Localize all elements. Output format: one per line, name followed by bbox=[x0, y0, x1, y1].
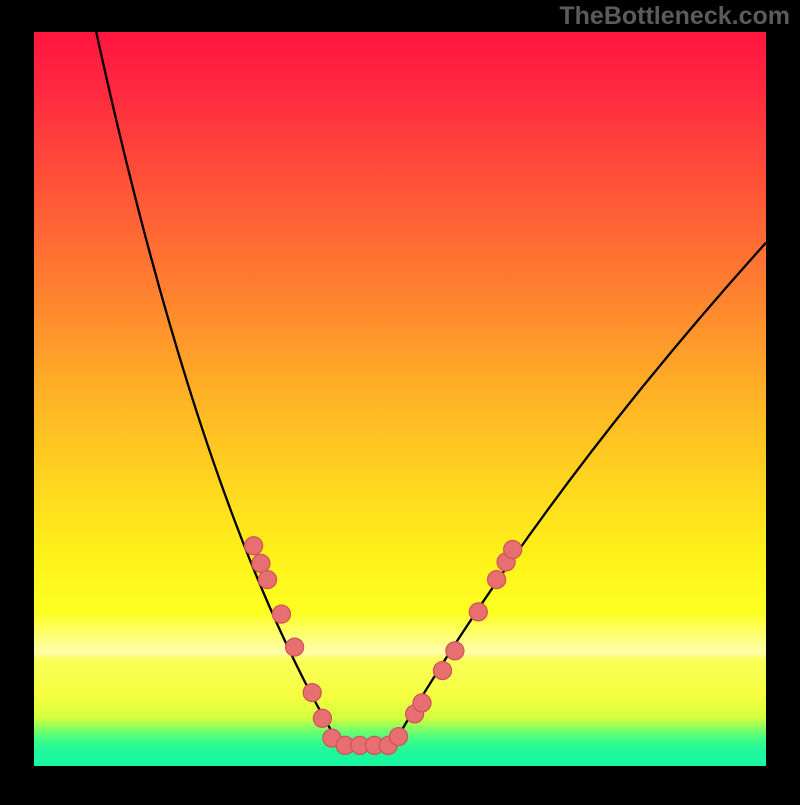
chart-frame: TheBottleneck.com bbox=[0, 0, 800, 800]
data-marker bbox=[469, 603, 487, 621]
data-marker bbox=[446, 642, 464, 660]
data-marker bbox=[286, 638, 304, 656]
plot-background bbox=[34, 32, 766, 766]
data-marker bbox=[272, 605, 290, 623]
data-marker bbox=[504, 541, 522, 559]
data-marker bbox=[413, 694, 431, 712]
data-marker bbox=[434, 662, 452, 680]
data-marker bbox=[259, 571, 277, 589]
chart-svg bbox=[0, 0, 800, 800]
data-marker bbox=[303, 684, 321, 702]
data-marker bbox=[313, 709, 331, 727]
data-marker bbox=[245, 537, 263, 555]
data-marker bbox=[488, 571, 506, 589]
data-marker bbox=[252, 554, 270, 572]
data-marker bbox=[390, 728, 408, 746]
